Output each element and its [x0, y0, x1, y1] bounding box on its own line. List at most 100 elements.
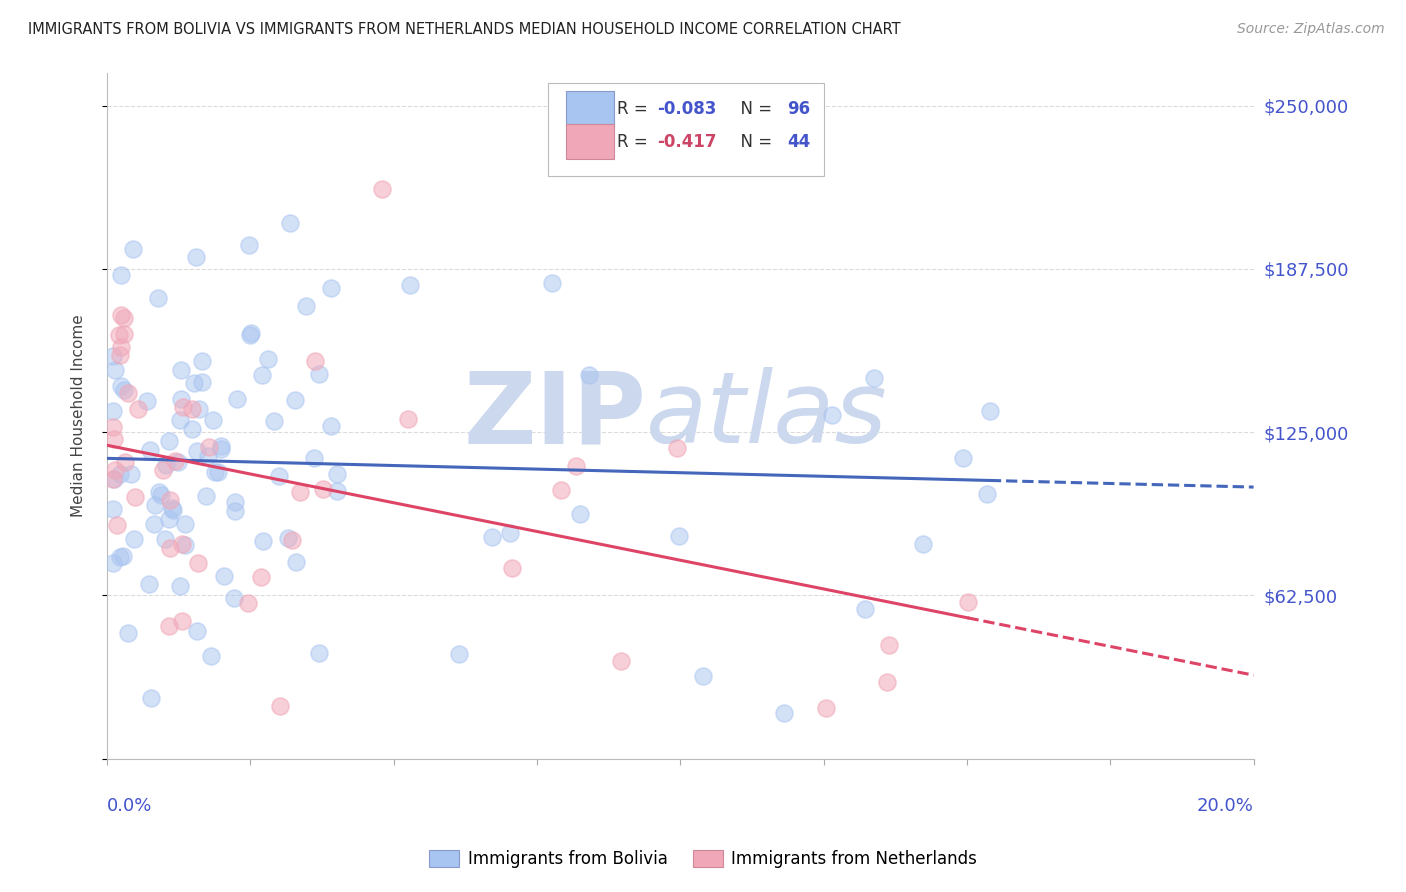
Immigrants from Netherlands: [180, 402, 202, 417]
Immigrants from Bolivia: [668, 529, 690, 543]
Immigrants from Bolivia: [181, 422, 204, 436]
Immigrants from Bolivia: [481, 530, 503, 544]
Immigrants from Bolivia: [135, 393, 157, 408]
Immigrants from Bolivia: [138, 577, 160, 591]
Immigrants from Bolivia: [183, 376, 205, 391]
Immigrants from Bolivia: [976, 487, 998, 501]
Immigrants from Bolivia: [110, 268, 132, 283]
Text: IMMIGRANTS FROM BOLIVIA VS IMMIGRANTS FROM NETHERLANDS MEDIAN HOUSEHOLD INCOME C: IMMIGRANTS FROM BOLIVIA VS IMMIGRANTS FR…: [28, 22, 901, 37]
Immigrants from Bolivia: [169, 412, 191, 426]
Immigrants from Netherlands: [108, 348, 131, 362]
Immigrants from Bolivia: [284, 393, 307, 408]
Immigrants from Bolivia: [853, 601, 876, 615]
Text: -0.417: -0.417: [658, 133, 717, 151]
Immigrants from Bolivia: [209, 442, 232, 456]
Immigrants from Bolivia: [952, 451, 974, 466]
Immigrants from Bolivia: [166, 455, 188, 469]
Immigrants from Bolivia: [252, 533, 274, 548]
Immigrants from Bolivia: [160, 500, 183, 515]
Immigrants from Netherlands: [565, 459, 588, 474]
Text: -0.083: -0.083: [658, 100, 717, 119]
Immigrants from Bolivia: [191, 375, 214, 389]
Immigrants from Bolivia: [173, 537, 195, 551]
Immigrants from Bolivia: [214, 569, 236, 583]
Immigrants from Bolivia: [195, 489, 218, 503]
Immigrants from Bolivia: [267, 468, 290, 483]
Immigrants from Bolivia: [173, 517, 195, 532]
Text: 20.0%: 20.0%: [1197, 797, 1254, 814]
Immigrants from Bolivia: [122, 243, 145, 257]
Immigrants from Netherlands: [105, 517, 128, 532]
Legend: Immigrants from Bolivia, Immigrants from Netherlands: Immigrants from Bolivia, Immigrants from…: [423, 843, 983, 875]
FancyBboxPatch shape: [565, 124, 614, 160]
Immigrants from Bolivia: [170, 392, 193, 406]
Immigrants from Bolivia: [142, 517, 165, 532]
Immigrants from Netherlands: [110, 308, 132, 322]
Immigrants from Bolivia: [148, 484, 170, 499]
FancyBboxPatch shape: [565, 92, 614, 128]
Immigrants from Netherlands: [238, 595, 260, 609]
Immigrants from Bolivia: [108, 549, 131, 564]
Immigrants from Bolivia: [186, 443, 208, 458]
Immigrants from Bolivia: [979, 403, 1001, 417]
Immigrants from Netherlands: [501, 561, 523, 575]
Immigrants from Netherlands: [152, 463, 174, 477]
Text: R =: R =: [617, 133, 654, 151]
Immigrants from Bolivia: [568, 507, 591, 521]
Immigrants from Netherlands: [112, 326, 135, 341]
Immigrants from Netherlands: [114, 455, 136, 469]
Immigrants from Bolivia: [148, 291, 170, 305]
Immigrants from Netherlands: [112, 311, 135, 326]
Immigrants from Bolivia: [295, 299, 318, 313]
Immigrants from Netherlands: [103, 432, 125, 446]
Text: Source: ZipAtlas.com: Source: ZipAtlas.com: [1237, 22, 1385, 37]
Y-axis label: Median Household Income: Median Household Income: [72, 315, 86, 517]
Immigrants from Bolivia: [184, 250, 207, 264]
Immigrants from Bolivia: [821, 408, 844, 422]
Immigrants from Bolivia: [111, 549, 134, 563]
Text: R =: R =: [617, 100, 654, 119]
Immigrants from Netherlands: [170, 537, 193, 551]
Immigrants from Netherlands: [396, 411, 419, 425]
Text: 96: 96: [787, 100, 810, 119]
Immigrants from Bolivia: [139, 690, 162, 705]
Immigrants from Netherlands: [371, 182, 394, 196]
Immigrants from Bolivia: [238, 237, 260, 252]
Immigrants from Bolivia: [204, 465, 226, 479]
Immigrants from Netherlands: [108, 327, 131, 342]
Immigrants from Netherlands: [550, 483, 572, 497]
Immigrants from Netherlands: [172, 400, 194, 414]
Immigrants from Bolivia: [103, 472, 125, 486]
Immigrants from Bolivia: [207, 465, 229, 479]
Immigrants from Bolivia: [169, 579, 191, 593]
Immigrants from Bolivia: [157, 434, 180, 448]
Text: 0.0%: 0.0%: [107, 797, 152, 814]
Immigrants from Bolivia: [319, 418, 342, 433]
Immigrants from Bolivia: [101, 556, 124, 570]
Immigrants from Netherlands: [101, 472, 124, 486]
Immigrants from Netherlands: [187, 556, 209, 570]
Immigrants from Bolivia: [224, 495, 246, 509]
Immigrants from Netherlands: [877, 638, 900, 652]
Immigrants from Bolivia: [225, 392, 247, 406]
Immigrants from Bolivia: [540, 276, 562, 290]
Immigrants from Netherlands: [117, 385, 139, 400]
Immigrants from Bolivia: [319, 281, 342, 295]
Immigrants from Bolivia: [278, 216, 301, 230]
Immigrants from Bolivia: [186, 624, 208, 638]
Immigrants from Netherlands: [665, 441, 688, 455]
Immigrants from Bolivia: [200, 648, 222, 663]
Immigrants from Bolivia: [162, 503, 184, 517]
Immigrants from Bolivia: [104, 363, 127, 377]
Immigrants from Netherlands: [159, 493, 181, 508]
Immigrants from Bolivia: [121, 467, 143, 482]
Immigrants from Bolivia: [578, 368, 600, 382]
Immigrants from Netherlands: [124, 490, 146, 504]
Immigrants from Bolivia: [188, 401, 211, 416]
Immigrants from Bolivia: [911, 537, 934, 551]
Text: N =: N =: [730, 100, 778, 119]
Immigrants from Bolivia: [149, 488, 172, 502]
Immigrants from Bolivia: [239, 327, 262, 342]
Immigrants from Bolivia: [101, 349, 124, 363]
Immigrants from Bolivia: [308, 368, 330, 382]
